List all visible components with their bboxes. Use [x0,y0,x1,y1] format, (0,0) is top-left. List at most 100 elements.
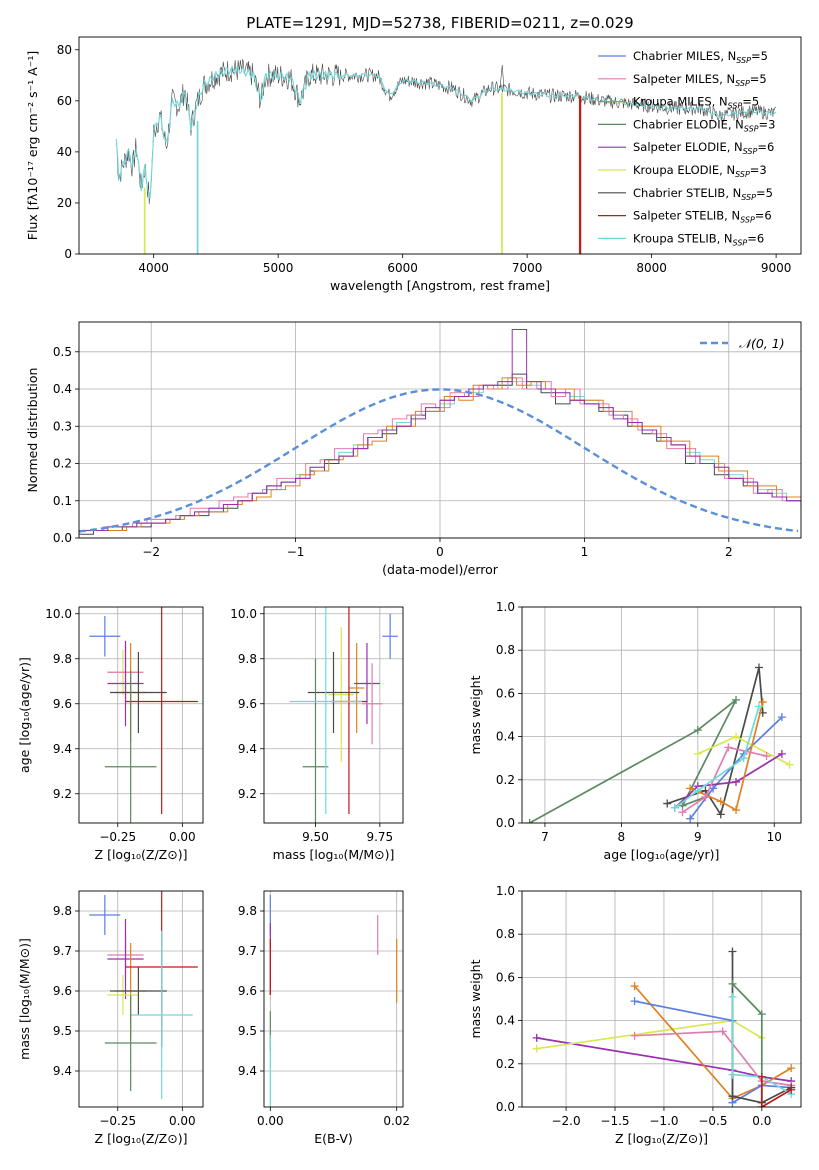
spectrum-gap-line [501,93,503,254]
y-tick-label: 9.4 [238,742,257,756]
y-tick-label: 9.8 [238,652,257,666]
errorbars [289,607,398,823]
axes-frame [263,890,404,1108]
x-tick-label: 0.02 [383,1114,410,1128]
y-tick-label: 0.1 [53,494,72,508]
axes-frame [78,890,204,1108]
y-axis-label: age [log₁₀(age/yr)] [17,657,32,773]
weight-point-marker [686,784,695,793]
y-tick-label: 9.5 [53,1024,72,1038]
weight-point-marker [693,749,702,758]
axes-frame [78,321,802,539]
y-axis-label: Flux [fλ10⁻¹⁷ erg cm⁻² s⁻¹ A⁻¹] [25,51,40,240]
y-tick-label: 10.0 [230,607,257,621]
weight-point-marker [718,1027,727,1036]
x-axis-label: (data-model)/error [382,562,499,577]
weight-point-marker [728,979,737,988]
weight-lines [525,663,794,823]
weight-point-marker [754,702,763,711]
y-tick-label: 0.4 [53,382,72,396]
y-tick-label: 9.4 [238,1064,257,1078]
weight-point-marker [728,1092,737,1101]
y-tick-label: 0.8 [496,643,515,657]
weight-point-marker [785,760,794,769]
weight-point-marker [630,1031,639,1040]
errorbars [89,607,198,823]
weight-series-line [731,996,792,1095]
weight-point-marker [787,1085,796,1094]
x-tick-label: 0.00 [169,1114,196,1128]
y-tick-label: 60 [57,94,72,108]
legend-label: 𝒩(0, 1) [739,336,785,351]
y-axis-label: mass [log₁₀(M/M⊙)] [17,938,32,1060]
y-tick-label: 0.2 [53,457,72,471]
y-tick-label: 80 [57,43,72,57]
y-tick-label: 0.0 [496,816,515,830]
y-tick-label: 0.2 [496,773,515,787]
x-tick-label: 1 [581,545,589,559]
axes-frame [521,606,802,824]
weight-point-marker [532,1044,541,1053]
legend-label: Kroupa MILES, NSSP=5 [633,95,759,111]
massweight-vs-Z-panel: −2.0 −1.5 −1.0 −0.5 0.0 0.0 0.2 0.4 0.6 0.8 1.0 Z [… [468,884,802,1146]
y-tick-label: 20 [57,196,72,210]
weight-lines [532,947,796,1107]
x-tick-label: 9.50 [302,830,329,844]
x-tick-label: 2 [725,545,733,559]
legend-label: Chabrier STELIB, NSSP=5 [633,186,773,202]
weight-point-marker [630,982,639,991]
weight-point-marker [686,814,695,823]
y-tick-label: 9.6 [238,697,257,711]
axes-frame [78,606,204,824]
weight-point-marker [757,1103,766,1107]
histogram-step-line [79,377,801,532]
x-tick-label: 9 [694,830,702,844]
histogram-step-line [79,377,801,532]
y-tick-label: 0.6 [496,686,515,700]
x-tick-label: −0.25 [99,1114,136,1128]
y-tick-label: 9.8 [53,652,72,666]
weight-point-marker [777,749,786,758]
weight-point-marker [732,777,741,786]
x-tick-label: 9000 [761,261,792,275]
x-tick-label: −1.5 [600,1114,629,1128]
x-tick-label: −2 [142,545,160,559]
x-tick-label: −2.0 [551,1114,580,1128]
x-tick-label: −1.0 [649,1114,678,1128]
y-tick-label: 1.0 [496,600,515,614]
legend-label: Kroupa ELODIE, NSSP=3 [633,163,767,179]
y-tick-label: 9.6 [53,984,72,998]
spectrum-model-line [115,64,777,200]
x-axis-label: Z [log₁₀(Z/Z⊙)] [95,847,188,862]
x-axis-label: E(B-V) [314,1131,353,1146]
y-tick-label: 9.5 [238,1024,257,1038]
x-tick-label: 7000 [512,261,543,275]
legend-label: Kroupa STELIB, NSSP=6 [633,231,764,247]
x-axis-label: mass [log₁₀(M/M⊙)] [273,847,395,862]
y-tick-label: 0 [64,247,72,261]
y-tick-label: 40 [57,145,72,159]
weight-point-marker [728,992,737,1001]
legend-label: Salpeter MILES, NSSP=5 [633,72,767,88]
weight-point-marker [693,726,702,735]
chart-title: PLATE=1291, MJD=52738, FIBERID=0211, z=0… [246,14,633,32]
x-axis-label: wavelength [Angstrom, rest frame] [330,278,550,293]
y-tick-label: 0.4 [496,1014,515,1028]
x-tick-label: 7 [541,830,549,844]
axes-frame [521,890,802,1108]
y-tick-label: 0.6 [496,970,515,984]
y-tick-label: 0.2 [496,1057,515,1071]
x-axis-label: age [log₁₀(age/yr)] [604,847,720,862]
spectrum-panel: 4000 5000 6000 7000 8000 9000 0 20 40 60 80 wavelen… [25,14,802,293]
spectrum-gap-line [196,121,199,254]
errorbars [89,891,198,1099]
weight-point-marker [728,1070,737,1079]
y-tick-label: 0.8 [496,927,515,941]
x-tick-label: −0.5 [698,1114,727,1128]
weight-series-line [760,1076,792,1107]
x-tick-label: 4000 [138,261,169,275]
y-tick-label: 9.7 [53,944,72,958]
weight-series-line [689,716,783,820]
weight-series-line [674,706,760,809]
x-tick-label: −1 [287,545,305,559]
